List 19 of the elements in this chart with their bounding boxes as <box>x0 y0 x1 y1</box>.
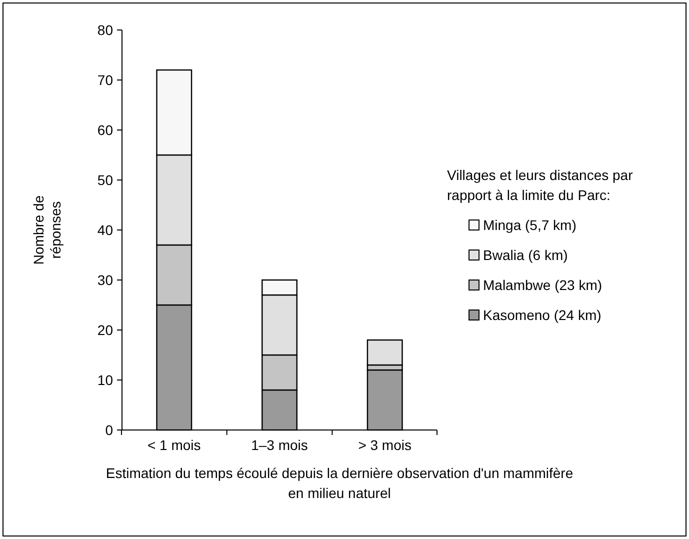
x-tick-label: 1–3 mois <box>251 437 308 453</box>
y-axis-title: Nombre de réponses <box>30 195 64 265</box>
legend-label: Minga (5,7 km) <box>483 217 576 233</box>
legend-label: Kasomeno (24 km) <box>483 307 602 323</box>
y-tick-label: 30 <box>97 272 114 288</box>
legend-title: Villages et leurs distances par rapport à la limite du Parc: <box>447 167 634 203</box>
y-tick-label: 20 <box>97 322 114 338</box>
x-axis-title: Estimation du temps écoulé depuis la dernière observation d'un mammifère en milieu naturel <box>106 465 574 501</box>
y-tick-label: 50 <box>97 172 114 188</box>
y-tick-label: 60 <box>97 122 114 138</box>
y-tick-label: 40 <box>97 222 114 238</box>
legend-label: Malambwe (23 km) <box>483 277 602 293</box>
y-tick-label: 80 <box>97 22 114 38</box>
y-tick-label: 70 <box>97 72 114 88</box>
x-tick-label: > 3 mois <box>358 437 412 453</box>
y-tick-label: 0 <box>105 422 114 438</box>
y-tick-label: 10 <box>97 372 114 388</box>
legend-label: Bwalia (6 km) <box>483 247 568 263</box>
x-tick-label: < 1 mois <box>147 437 201 453</box>
